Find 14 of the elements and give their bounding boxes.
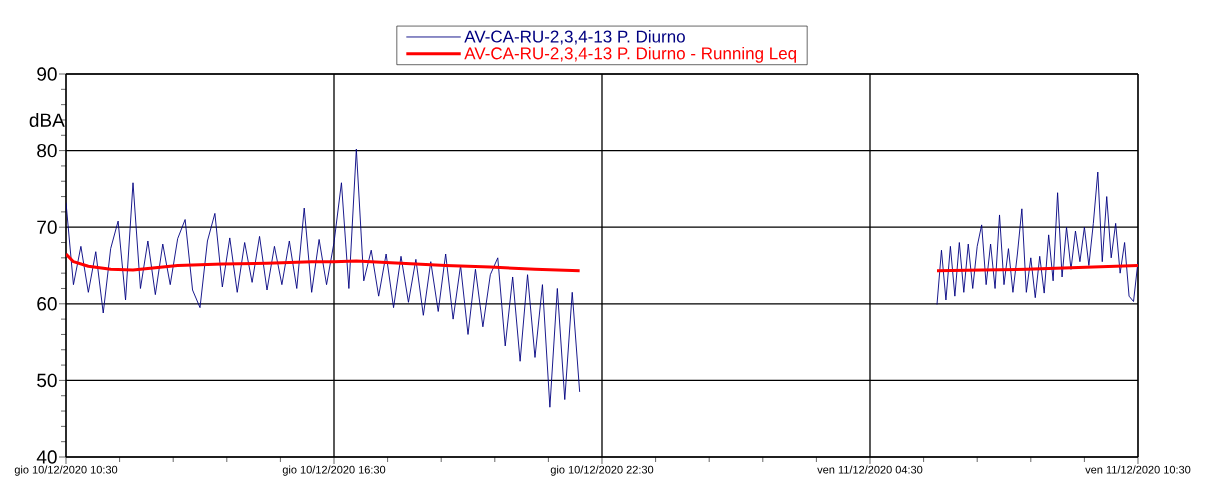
x-tick-label: gio 10/12/2020 10:30 [14,465,118,476]
x-tick-label: ven 11/12/2020 04:30 [817,465,923,474]
legend-label: AV-CA-RU-2,3,4-13 P. Diurno [464,30,685,45]
x-tick-label: ven 11/12/2020 10:30 [1085,465,1191,474]
y-tick-label: 50 [37,373,57,388]
x-tick-label: gio 10/12/2020 22:30 [550,465,654,476]
y-tick-label: 70 [37,220,57,234]
y-tick-label: 40 [36,450,57,464]
y-tick-label: 80 [37,143,57,158]
y-tick-label: 60 [37,297,57,311]
y-tick-label: 90 [37,67,57,81]
x-tick-label: gio 10/12/2020 16:30 [282,465,386,476]
y-axis-title: dBA [29,112,65,127]
legend-label: AV-CA-RU-2,3,4-13 P. Diurno - Running Leq [464,46,797,63]
